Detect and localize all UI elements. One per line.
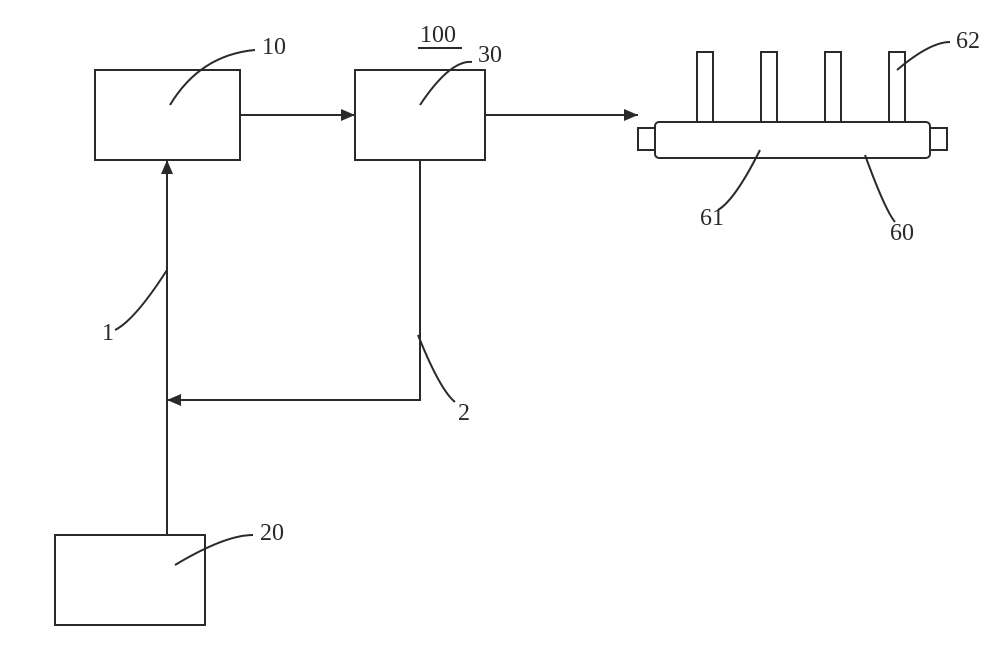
label-text-100: 100 [420,22,456,48]
label-100: 100 [418,22,462,48]
label-text-60: 60 [890,220,914,246]
label-text-1: 1 [102,320,114,346]
label-text-10: 10 [262,34,286,60]
label-text-61: 61 [700,205,724,231]
label-text-62: 62 [956,28,980,54]
label-text-20: 20 [260,520,284,546]
label-text-30: 30 [478,42,502,68]
label-text-2: 2 [458,400,470,426]
